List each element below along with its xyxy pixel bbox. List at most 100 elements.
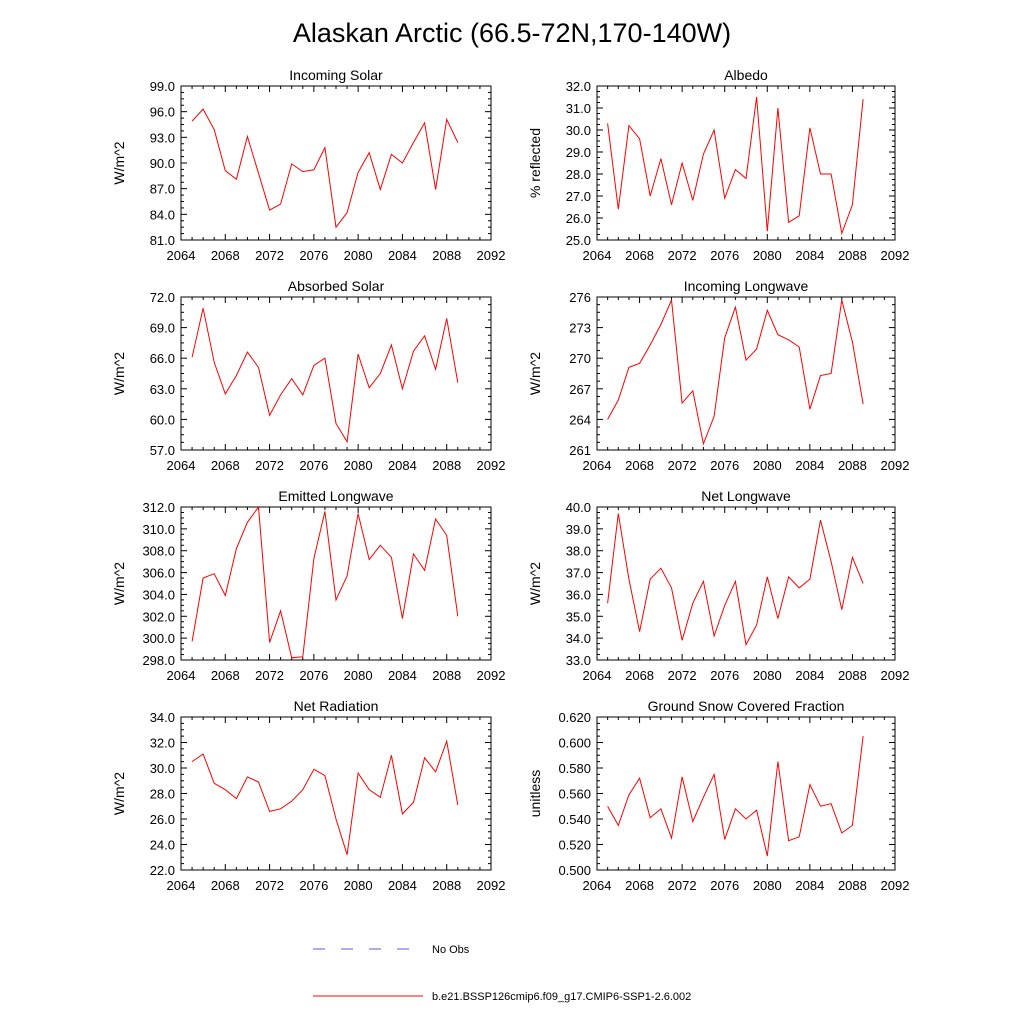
x-tick-label: 2088	[838, 458, 867, 473]
legend-obs-label: No Obs	[432, 944, 470, 956]
x-tick-label: 2068	[625, 878, 654, 893]
y-tick-label: 304.0	[142, 587, 175, 602]
x-tick-label: 2072	[255, 248, 284, 263]
x-tick-label: 2076	[299, 878, 328, 893]
y-tick-label: 32.0	[566, 79, 591, 94]
x-tick-label: 2092	[881, 878, 910, 893]
series-line	[607, 513, 864, 647]
x-tick-label: 2068	[625, 668, 654, 683]
x-tick-label: 2088	[432, 458, 461, 473]
x-tick-label: 2068	[625, 458, 654, 473]
panel-absorbed-solar: Absorbed Solar W/m^2 2064 2068 2072 2076 2080 2…	[111, 278, 505, 473]
y-axis-label: W/m^2	[111, 352, 127, 395]
y-tick-label: 35.0	[566, 609, 591, 624]
y-tick-label: 36.0	[566, 587, 591, 602]
x-tick-label: 2088	[432, 668, 461, 683]
y-tick-label: 40.0	[566, 500, 591, 515]
series-line	[607, 736, 864, 857]
y-tick-label: 30.0	[566, 123, 591, 138]
x-tick-label: 2064	[583, 458, 612, 473]
y-tick-label: 261	[569, 443, 591, 458]
panel-title: Incoming Longwave	[684, 278, 809, 294]
x-tick-label: 2068	[211, 458, 240, 473]
y-tick-label: 57.0	[150, 443, 175, 458]
panel-title: Emitted Longwave	[278, 488, 393, 504]
x-tick-label: 2072	[668, 458, 697, 473]
x-tick-label: 2064	[583, 878, 612, 893]
x-tick-label: 2068	[211, 878, 240, 893]
x-tick-label: 2080	[753, 248, 782, 263]
series-line	[191, 108, 459, 229]
panel-ground-snow-covered-fraction: Ground Snow Covered Fraction unitless 2064…	[527, 698, 909, 893]
y-tick-label: 310.0	[142, 522, 175, 537]
y-tick-label: 69.0	[150, 321, 175, 336]
x-tick-label: 2080	[753, 878, 782, 893]
panel-incoming-longwave: Incoming Longwave W/m^2 2064 2068 2072 2076 20…	[527, 278, 909, 473]
panel-net-radiation: Net Radiation W/m^2 2064 2068 2072 2076 2080 20…	[111, 698, 505, 893]
x-tick-label: 2076	[710, 668, 739, 683]
plot-frame	[180, 296, 492, 451]
panel-title: Ground Snow Covered Fraction	[648, 698, 845, 714]
y-tick-label: 25.0	[566, 233, 591, 248]
y-tick-label: 26.0	[150, 812, 175, 827]
y-tick-label: 24.0	[150, 838, 175, 853]
x-tick-label: 2084	[388, 668, 417, 683]
y-tick-label: 72.0	[150, 290, 175, 305]
y-tick-label: 264	[569, 412, 591, 427]
plot-frame	[180, 716, 492, 871]
x-tick-label: 2068	[211, 668, 240, 683]
x-tick-label: 2072	[255, 458, 284, 473]
y-tick-label: 0.580	[558, 761, 591, 776]
x-tick-label: 2072	[255, 668, 284, 683]
series-line	[607, 96, 864, 236]
panel-net-longwave: Net Longwave W/m^2 2064 2068 2072 2076 2080 208…	[527, 488, 909, 683]
y-tick-label: 38.0	[566, 544, 591, 559]
y-axis-label: unitless	[527, 770, 543, 817]
x-tick-label: 2064	[167, 878, 196, 893]
y-tick-label: 312.0	[142, 500, 175, 515]
y-tick-label: 306.0	[142, 566, 175, 581]
panel-title: Incoming Solar	[289, 67, 383, 83]
y-tick-label: 31.0	[566, 101, 591, 116]
x-tick-label: 2088	[432, 878, 461, 893]
panel-emitted-longwave: Emitted Longwave W/m^2 2064 2068 2072 2076 208…	[111, 488, 505, 683]
x-tick-label: 2080	[753, 458, 782, 473]
x-tick-label: 2088	[432, 248, 461, 263]
y-tick-label: 298.0	[142, 653, 175, 668]
series-line	[191, 739, 459, 855]
x-tick-label: 2084	[388, 878, 417, 893]
x-tick-label: 2092	[881, 668, 910, 683]
x-tick-label: 2064	[583, 248, 612, 263]
y-tick-label: 26.0	[566, 211, 591, 226]
plot-frame	[180, 506, 492, 661]
y-tick-label: 22.0	[150, 863, 175, 878]
x-tick-label: 2072	[668, 248, 697, 263]
x-tick-label: 2076	[710, 458, 739, 473]
x-tick-label: 2076	[299, 668, 328, 683]
x-tick-label: 2072	[255, 878, 284, 893]
plot-frame	[596, 506, 896, 661]
y-tick-label: 0.500	[558, 863, 591, 878]
series-line	[191, 308, 459, 444]
x-tick-label: 2092	[477, 458, 506, 473]
x-tick-label: 2072	[668, 668, 697, 683]
x-tick-label: 2084	[795, 668, 824, 683]
y-tick-label: 63.0	[150, 382, 175, 397]
y-tick-label: 87.0	[150, 182, 175, 197]
x-tick-label: 2080	[344, 668, 373, 683]
x-tick-label: 2080	[753, 668, 782, 683]
x-tick-label: 2076	[710, 878, 739, 893]
y-tick-label: 0.520	[558, 838, 591, 853]
y-tick-label: 302.0	[142, 609, 175, 624]
y-axis-label: W/m^2	[527, 562, 543, 605]
x-tick-label: 2076	[299, 458, 328, 473]
y-tick-label: 33.0	[566, 653, 591, 668]
series-line	[191, 505, 459, 659]
panel-title: Net Radiation	[294, 698, 379, 714]
y-axis-label: W/m^2	[527, 352, 543, 395]
x-tick-label: 2092	[477, 878, 506, 893]
y-axis-label: W/m^2	[111, 772, 127, 815]
y-tick-label: 267	[569, 382, 591, 397]
y-axis-label: W/m^2	[111, 141, 127, 184]
chart-panels: Incoming Solar W/m^2 2064 2068 2072 2076 2080 2…	[111, 67, 909, 893]
